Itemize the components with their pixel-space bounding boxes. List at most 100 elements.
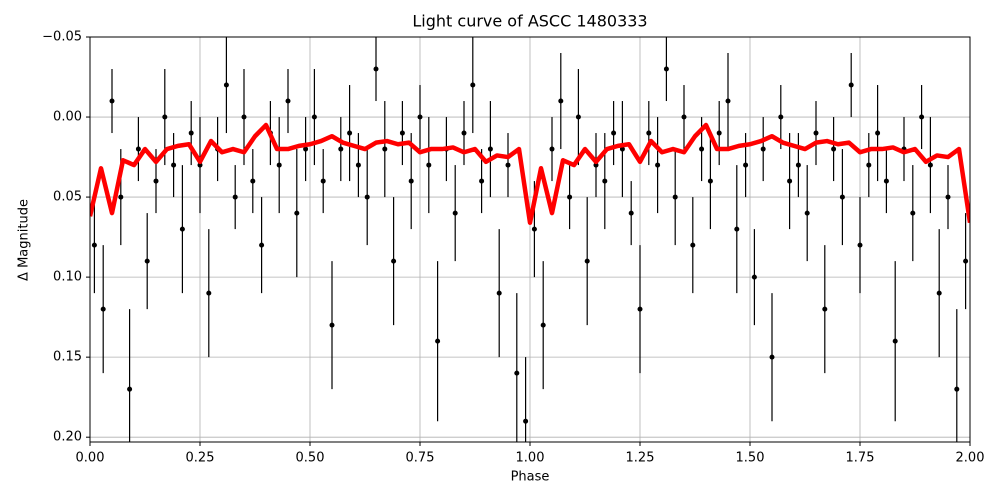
data-point [593, 162, 599, 168]
data-point [100, 306, 106, 312]
line [90, 122, 970, 225]
data-point [250, 178, 256, 184]
x-tick-label: 1.75 [846, 451, 875, 466]
x-axis-label: Phase [511, 470, 550, 485]
data-point [435, 338, 441, 344]
data-point [549, 146, 555, 152]
y-tick-label: 0.00 [53, 110, 82, 125]
data-point [373, 66, 379, 72]
chart-title: Light curve of ASCC 1480333 [412, 12, 647, 31]
data-point [135, 146, 141, 152]
data-point [927, 162, 933, 168]
x-tick-label: 0.75 [406, 451, 435, 466]
data-point [672, 194, 678, 200]
data-point [945, 194, 951, 200]
data-point [259, 242, 265, 248]
data-point [813, 130, 819, 136]
data-point [91, 242, 97, 248]
data-point [223, 82, 229, 88]
data-point [426, 162, 432, 168]
data-point [540, 322, 546, 328]
data-point [364, 194, 370, 200]
data-point [822, 306, 828, 312]
data-point [795, 162, 801, 168]
data-point [567, 194, 573, 200]
x-tick-label: 1.50 [736, 451, 765, 466]
data-point [391, 258, 397, 264]
data-point [707, 178, 713, 184]
data-point [320, 178, 326, 184]
data-point [479, 178, 485, 184]
plot-frame [89, 36, 971, 443]
data-point [769, 354, 775, 360]
y-axis-label: Δ Magnitude [17, 199, 32, 281]
data-point [531, 226, 537, 232]
data-point [751, 274, 757, 280]
data-point [575, 114, 581, 120]
data-point [954, 386, 960, 392]
x-tick-label: 2.00 [956, 451, 985, 466]
data-point [734, 226, 740, 232]
data-point [611, 130, 617, 136]
data-point [470, 82, 476, 88]
data-point [417, 114, 423, 120]
data-point [338, 146, 344, 152]
data-point [329, 322, 335, 328]
data-point [118, 194, 124, 200]
y-tick-label: 0.05 [53, 190, 82, 205]
data-point [778, 114, 784, 120]
data-point [646, 130, 652, 136]
data-point [839, 194, 845, 200]
data-point [303, 146, 309, 152]
data-point [188, 130, 194, 136]
x-tick-label: 0.25 [186, 451, 215, 466]
data-point [681, 114, 687, 120]
data-point [716, 130, 722, 136]
data-point [109, 98, 115, 104]
data-point [690, 242, 696, 248]
data-point [461, 130, 467, 136]
data-point [787, 178, 793, 184]
data-point [294, 210, 300, 216]
data-point [452, 210, 458, 216]
data-point [848, 82, 854, 88]
data-point [496, 290, 502, 296]
data-point [628, 210, 634, 216]
data-point [883, 178, 889, 184]
data-point [760, 146, 766, 152]
data-point [866, 162, 872, 168]
data-point [179, 226, 185, 232]
data-point [558, 98, 564, 104]
data-point [232, 194, 238, 200]
data-point [311, 114, 317, 120]
data-point [505, 162, 511, 168]
data-point [399, 130, 405, 136]
data-point [699, 146, 705, 152]
x-tick-label: 1.00 [516, 451, 545, 466]
data-point [197, 162, 203, 168]
data-point [875, 130, 881, 136]
data-point [804, 210, 810, 216]
data-point [910, 210, 916, 216]
data-point [285, 98, 291, 104]
data-point [382, 146, 388, 152]
y-tick-label: −0.05 [42, 30, 82, 45]
data-point [936, 290, 942, 296]
data-point [355, 162, 361, 168]
data-point [276, 162, 282, 168]
x-tick-label: 0.00 [76, 451, 105, 466]
x-tick-label: 0.50 [296, 451, 325, 466]
data-point [725, 98, 731, 104]
data-point [857, 242, 863, 248]
data-point [602, 178, 608, 184]
y-tick-label: 0.20 [53, 430, 82, 445]
data-point [241, 114, 247, 120]
data-point [153, 178, 159, 184]
data-point [144, 258, 150, 264]
data-point [347, 130, 353, 136]
y-tick-label: 0.10 [53, 270, 82, 285]
data-point [619, 146, 625, 152]
data-point [663, 66, 669, 72]
data-point [919, 114, 925, 120]
